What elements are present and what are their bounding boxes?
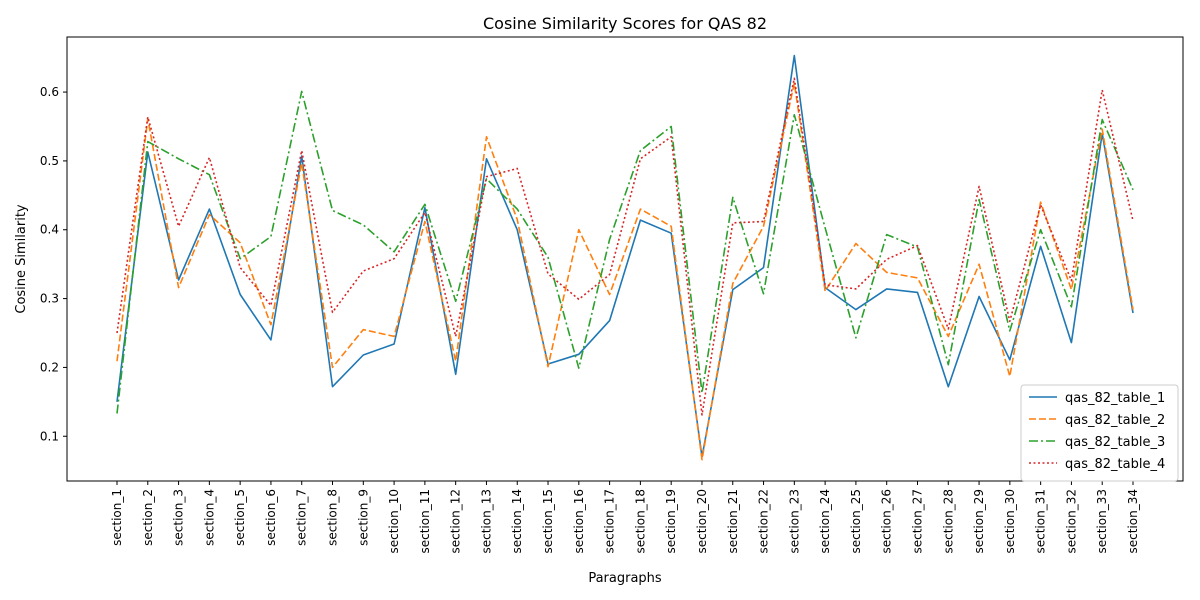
x-tick-label: section_24 (818, 489, 832, 554)
x-tick-label: section_17 (603, 489, 617, 554)
x-tick-label: section_8 (326, 489, 340, 546)
x-tick-label: section_14 (510, 489, 524, 554)
series-line-qas_82_table_2 (116, 82, 1134, 461)
series-line-qas_82_table_4 (116, 77, 1134, 416)
x-tick-label: section_6 (264, 489, 278, 546)
x-tick-label: section_27 (910, 489, 924, 554)
x-tick-label: section_9 (356, 489, 370, 546)
y-tick-label: 0.2 (40, 360, 59, 374)
x-tick-label: section_21 (726, 489, 740, 554)
x-tick-label: section_34 (1126, 489, 1140, 554)
y-tick-label: 0.5 (40, 154, 59, 168)
x-tick-label: section_12 (449, 489, 463, 554)
x-tick-label: section_25 (849, 489, 863, 554)
series-line-qas_82_table_3 (116, 90, 1134, 414)
y-tick-label: 0.1 (40, 429, 59, 443)
plot-frame (66, 36, 1184, 482)
axis-ticks: 0.1 0.2 0.3 0.4 0.5 0.6 section_1 section_2 sect… (40, 85, 1140, 553)
legend-label: qas_82_table_2 (1065, 413, 1165, 428)
x-tick-label: section_10 (387, 489, 401, 554)
x-tick-label: section_33 (1095, 489, 1109, 554)
x-tick-label: section_22 (757, 489, 771, 554)
x-tick-label: section_7 (295, 489, 309, 546)
x-tick-label: section_28 (941, 489, 955, 554)
legend-label: qas_82_table_1 (1065, 391, 1165, 406)
legend-label: qas_82_table_4 (1065, 457, 1165, 472)
x-tick-label: section_4 (202, 489, 216, 546)
x-tick-label: section_29 (972, 489, 986, 554)
legend-box (1020, 384, 1179, 482)
x-tick-label: section_1 (110, 489, 124, 546)
legend-label: qas_82_table_3 (1065, 435, 1165, 450)
x-tick-label: section_18 (633, 489, 647, 554)
y-tick-label: 0.4 (40, 223, 59, 237)
y-tick-label: 0.3 (40, 292, 59, 306)
x-axis-label: Paragraphs (588, 571, 662, 586)
series-lines (116, 54, 1134, 461)
x-tick-label: section_20 (695, 489, 709, 554)
legend: qas_82_table_1 qas_82_table_2 qas_82_table… (1020, 384, 1179, 482)
x-tick-label: section_23 (787, 489, 801, 554)
y-tick-label: 0.6 (40, 85, 59, 99)
x-tick-label: section_31 (1034, 489, 1048, 554)
x-tick-label: section_2 (141, 489, 155, 546)
x-tick-label: section_13 (479, 489, 493, 554)
y-axis-label: Cosine Similarity (14, 204, 29, 314)
x-tick-label: section_26 (880, 489, 894, 554)
x-tick-label: section_32 (1064, 489, 1078, 554)
x-tick-label: section_5 (233, 489, 247, 546)
x-tick-label: section_30 (1003, 489, 1017, 554)
chart-title: Cosine Similarity Scores for QAS 82 (483, 14, 767, 33)
x-tick-label: section_3 (172, 489, 186, 546)
x-tick-label: section_15 (541, 489, 555, 554)
x-tick-label: section_11 (418, 489, 432, 554)
x-tick-label: section_16 (572, 489, 586, 554)
x-tick-label: section_19 (664, 489, 678, 554)
